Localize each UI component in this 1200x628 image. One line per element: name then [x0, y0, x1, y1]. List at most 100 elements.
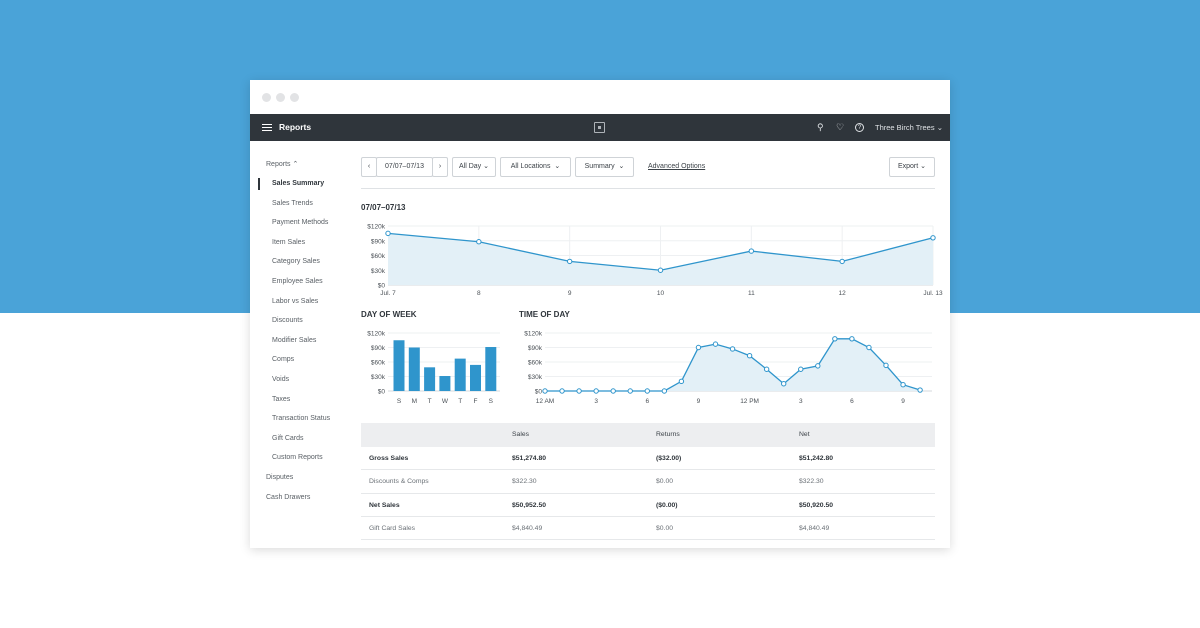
area-fill — [388, 233, 933, 285]
data-point — [781, 381, 787, 387]
account-menu[interactable]: Three Birch Trees ⌄ — [875, 123, 943, 132]
menu-icon[interactable] — [262, 124, 272, 131]
nav-title: Reports — [279, 122, 312, 132]
view-dropdown[interactable]: Summary ⌄ — [575, 157, 634, 177]
locations-dropdown[interactable]: All Locations ⌄ — [500, 157, 571, 177]
chevron-up-icon: ⌃ — [292, 161, 299, 168]
x-tick-label: Jul. 7 — [380, 290, 396, 297]
app-window: Reports ⚲ ♡ ? Three Birch Trees ⌄ Report… — [250, 80, 950, 548]
x-tick-label: W — [442, 398, 449, 405]
y-tick-label: $30k — [528, 374, 543, 381]
data-point — [748, 248, 755, 254]
sidebar-item-item-sales[interactable]: Item Sales — [272, 238, 306, 246]
row-sales: $50,952.50 — [512, 501, 547, 509]
sidebar-item-comps[interactable]: Comps — [272, 356, 295, 364]
col-returns: Returns — [656, 431, 680, 438]
data-point — [746, 353, 753, 359]
bar — [393, 340, 405, 391]
window-maximize-dot[interactable] — [290, 93, 299, 102]
help-icon[interactable]: ? — [855, 123, 864, 132]
advanced-options-link[interactable]: Advanced Options — [648, 163, 706, 170]
table-row: Net Sales $50,952.50 ($0.00) $50,920.50 — [361, 494, 935, 517]
time-dropdown[interactable]: All Day ⌄ — [452, 157, 496, 177]
sidebar-item-category-sales[interactable]: Category Sales — [272, 258, 320, 266]
sidebar-item-disputes[interactable]: Disputes — [266, 474, 294, 481]
y-tick-label: $120k — [367, 331, 385, 338]
y-tick-label: $90k — [371, 238, 386, 245]
x-tick-label: M — [412, 398, 417, 405]
row-returns: $0.00 — [656, 524, 674, 532]
sidebar-item-sales-summary[interactable]: Sales Summary — [272, 180, 325, 187]
row-sales: $51,274.80 — [512, 455, 547, 462]
table-row: Gift Card Sales $4,840.49 $0.00 $4,840.4… — [361, 517, 935, 541]
x-tick-label: T — [428, 398, 432, 405]
row-label: Discounts & Comps — [369, 478, 429, 486]
bell-icon[interactable]: ♡ — [836, 122, 845, 132]
row-label: Net Sales — [369, 501, 400, 509]
y-tick-label: $60k — [371, 253, 386, 260]
sidebar-item-taxes[interactable]: Taxes — [272, 395, 291, 403]
y-tick-label: $90k — [528, 345, 543, 352]
data-point — [815, 363, 821, 369]
sidebar-item-employee-sales[interactable]: Employee Sales — [272, 278, 323, 285]
data-point — [839, 258, 845, 265]
x-tick-label: 3 — [594, 398, 598, 405]
bar — [424, 367, 436, 391]
y-tick-label: $120k — [524, 331, 542, 338]
row-net: $51,242.80 — [799, 455, 834, 462]
y-tick-label: $0 — [378, 283, 386, 290]
sidebar-item-modifier-sales[interactable]: Modifier Sales — [272, 336, 317, 344]
row-returns: ($0.00) — [656, 501, 678, 509]
window-minimize-dot[interactable] — [276, 93, 285, 102]
top-nav: Reports ⚲ ♡ ? Three Birch Trees ⌄ — [250, 114, 950, 141]
x-tick-label: T — [458, 398, 462, 405]
x-tick-label: 12 AM — [536, 398, 554, 405]
data-point — [883, 362, 889, 369]
y-tick-label: $120k — [367, 224, 385, 231]
next-range-button[interactable]: › — [432, 157, 448, 177]
sidebar-item-discounts[interactable]: Discounts — [272, 317, 303, 325]
bar — [454, 358, 466, 391]
data-point — [695, 344, 702, 351]
sidebar-item-cash-drawers[interactable]: Cash Drawers — [266, 493, 311, 501]
time-label: All Day — [459, 163, 482, 170]
x-tick-label: 9 — [697, 398, 701, 405]
export-button[interactable]: Export ⌄ — [889, 157, 935, 177]
sidebar-section-reports[interactable]: Reports ⌃ — [266, 160, 298, 168]
y-tick-label: $60k — [528, 360, 543, 367]
data-point — [866, 344, 872, 351]
sidebar-item-gift-cards[interactable]: Gift Cards — [272, 434, 304, 442]
bar — [485, 347, 497, 391]
account-name: Three Birch Trees — [875, 123, 935, 132]
col-net: Net — [799, 431, 810, 438]
square-logo-icon[interactable] — [594, 122, 605, 133]
x-tick-label: 12 PM — [740, 398, 759, 405]
x-tick-label: 3 — [799, 398, 803, 405]
x-tick-label: 6 — [850, 398, 854, 405]
search-icon[interactable]: ⚲ — [817, 122, 824, 132]
chevron-right-icon: › — [438, 163, 442, 170]
window-close-dot[interactable] — [262, 93, 271, 102]
sales-table: Sales Returns Net Gross Sales $51,274.80… — [361, 423, 935, 541]
data-point — [832, 336, 838, 342]
sidebar-item-labor-vs-sales[interactable]: Labor vs Sales — [272, 297, 319, 305]
bar — [439, 376, 451, 391]
data-point — [476, 239, 482, 245]
sidebar-item-custom-reports[interactable]: Custom Reports — [272, 454, 323, 462]
data-point — [849, 336, 855, 342]
sidebar-item-sales-trends[interactable]: Sales Trends — [272, 199, 313, 207]
area-fill — [545, 338, 921, 391]
y-tick-label: $30k — [371, 268, 386, 275]
y-tick-label: $0 — [535, 389, 543, 396]
sidebar-item-payment-methods[interactable]: Payment Methods — [272, 219, 329, 227]
data-point — [610, 388, 616, 394]
row-returns: ($32.00) — [656, 455, 682, 462]
sidebar-item-transaction-status[interactable]: Transaction Status — [272, 415, 331, 423]
data-point — [917, 387, 923, 393]
row-net: $50,920.50 — [799, 501, 834, 509]
row-sales: $4,840.49 — [512, 524, 543, 532]
tod-chart-title: TIME OF DAY — [519, 310, 570, 319]
row-net: $322.30 — [799, 478, 824, 486]
sidebar-item-voids[interactable]: Voids — [272, 376, 290, 383]
x-tick-label: S — [397, 398, 402, 405]
